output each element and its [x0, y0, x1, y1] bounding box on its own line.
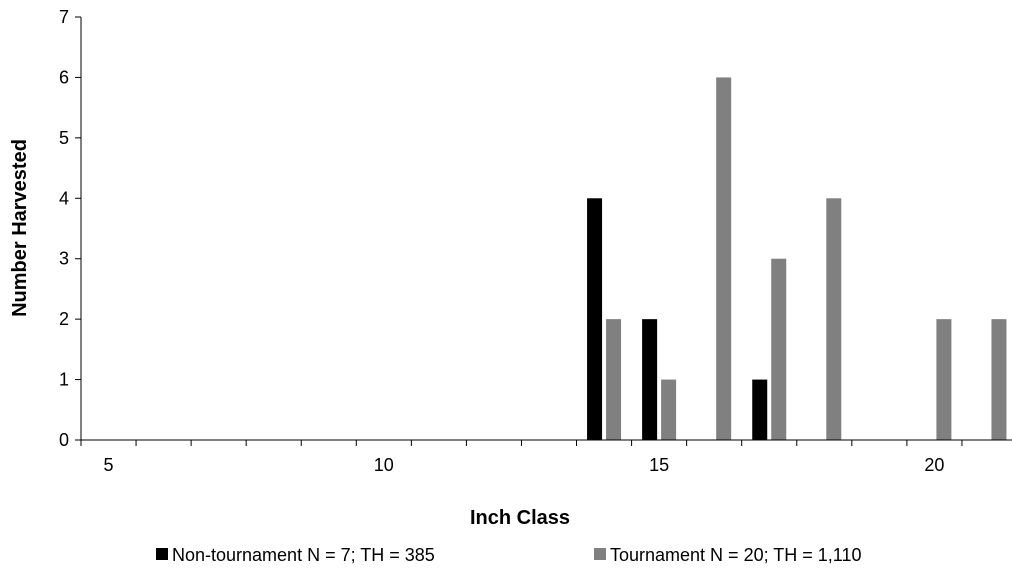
bar-non-tournament: [752, 379, 768, 440]
legend-label-non-tournament: Non-tournament N = 7; TH = 385: [172, 545, 435, 565]
y-axis-ticks: 0 1 2 3 4 5 6 7: [59, 7, 81, 450]
legend-item-tournament: Tournament N = 20; TH = 1,110: [594, 545, 861, 565]
bar-tournament: [716, 77, 732, 440]
bar-non-tournament: [587, 198, 603, 440]
bar-tournament: [661, 379, 677, 440]
bar-non-tournament: [642, 319, 658, 440]
legend-swatch-non-tournament: [156, 548, 168, 560]
y-tick-label: 3: [59, 249, 69, 269]
legend-swatch-tournament: [594, 548, 606, 560]
y-tick-label: 2: [59, 309, 69, 329]
legend: Non-tournament N = 7; TH = 385 Tournamen…: [156, 545, 861, 565]
y-tick-label: 7: [59, 7, 69, 27]
y-tick-label: 4: [59, 188, 69, 208]
y-tick-label: 0: [59, 430, 69, 450]
x-tick-label: 10: [374, 455, 394, 475]
x-axis-title: Inch Class: [470, 507, 570, 529]
y-tick-label: 5: [59, 128, 69, 148]
y-tick-label: 6: [59, 67, 69, 87]
legend-item-non-tournament: Non-tournament N = 7; TH = 385: [156, 545, 435, 565]
bar-tournament: [826, 198, 842, 440]
y-axis-title: Number Harvested: [9, 139, 31, 317]
x-tick-label: 15: [649, 455, 669, 475]
x-axis-ticks: 5 10 15 20: [80, 440, 963, 475]
bar-tournament: [936, 319, 952, 440]
legend-label-tournament: Tournament N = 20; TH = 1,110: [610, 545, 861, 565]
bars-group: [587, 77, 1007, 440]
x-tick-label: 5: [104, 455, 114, 475]
bar-tournament: [606, 319, 622, 440]
bar-tournament: [771, 258, 787, 440]
bar-tournament: [991, 319, 1007, 440]
x-tick-label: 20: [924, 455, 944, 475]
y-tick-label: 1: [59, 370, 69, 390]
